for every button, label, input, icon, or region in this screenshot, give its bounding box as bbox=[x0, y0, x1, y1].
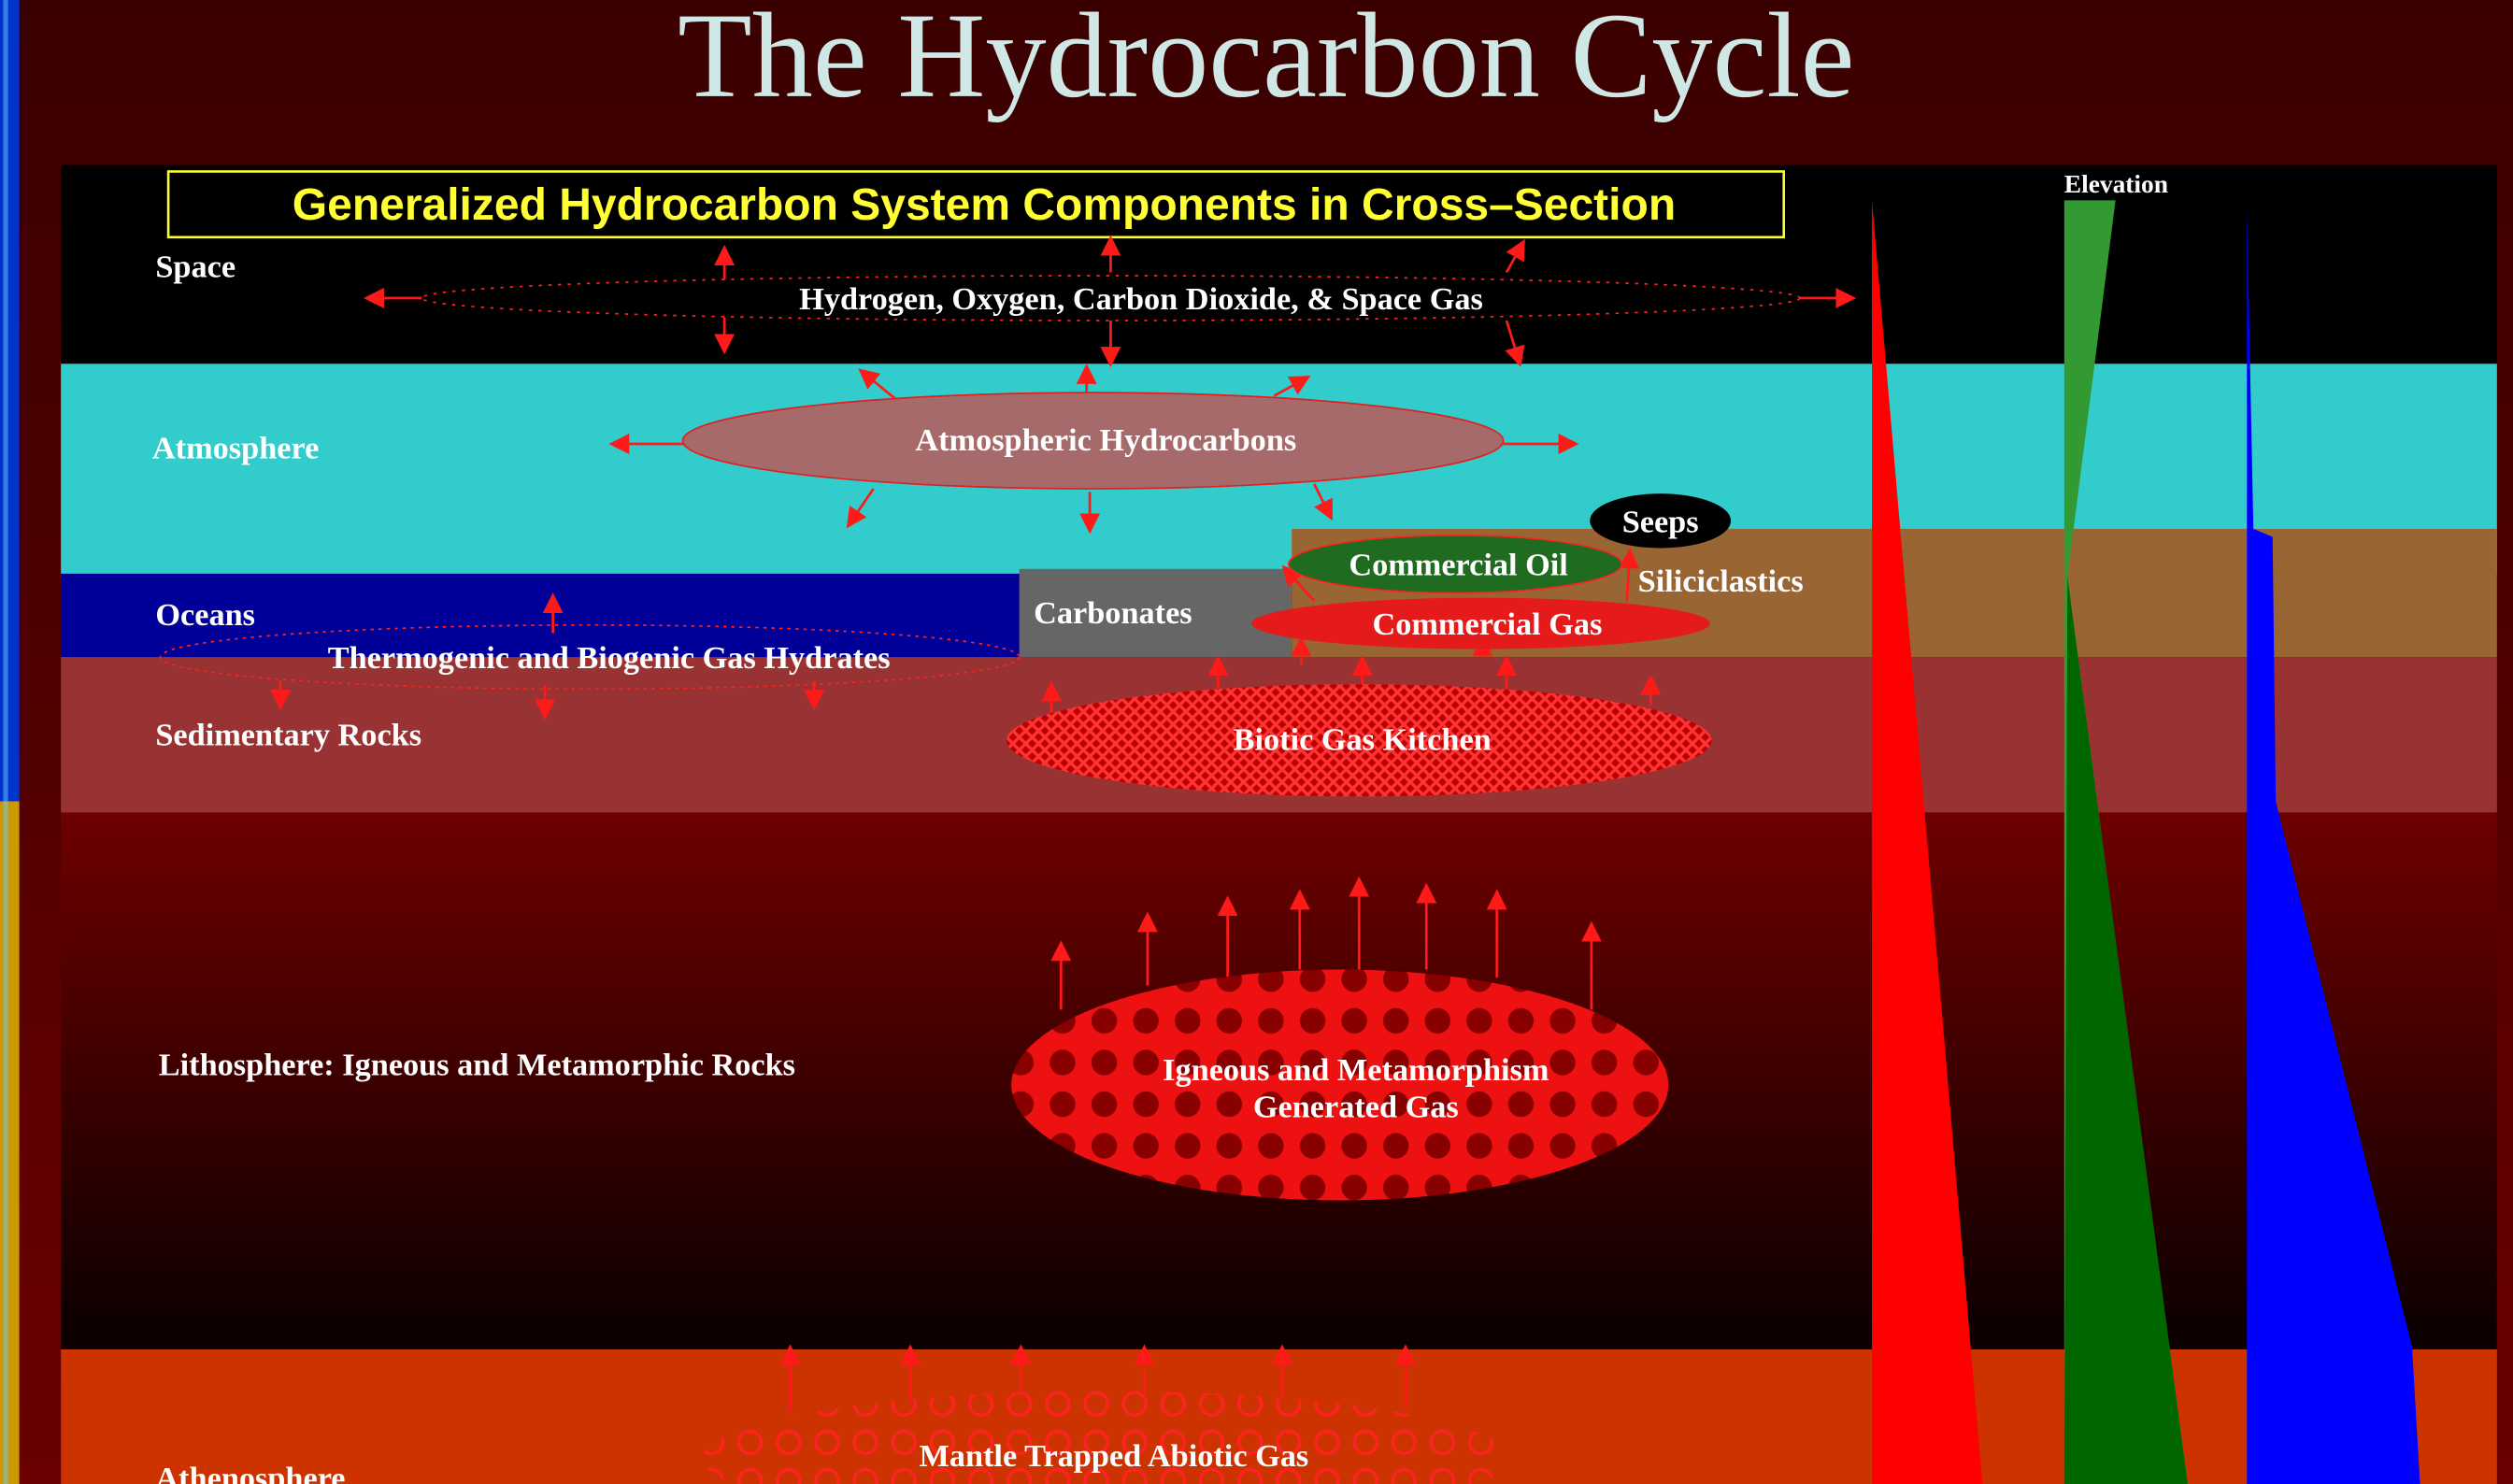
reservoir-label: Hydrogen, Oxygen, Carbon Dioxide, & Spac… bbox=[799, 281, 1483, 317]
reservoir-label: Commercial Gas bbox=[1372, 606, 1602, 642]
reservoir-label: Seeps bbox=[1622, 504, 1699, 539]
elevation-label: Elevation bbox=[2064, 170, 2168, 198]
layer-label: Siliciclastics bbox=[1638, 564, 1804, 599]
reservoir-label: Commercial Oil bbox=[1349, 548, 1568, 583]
page: {"header":{"title":"The Hydrocarbon Cycl… bbox=[0, 0, 2513, 1484]
layer-label: Lithosphere: Igneous and Metamorphic Roc… bbox=[159, 1048, 795, 1083]
reservoir-label: Mantle Trapped Abiotic Gas bbox=[919, 1438, 1308, 1474]
reservoir-label: Generated Gas bbox=[1253, 1089, 1459, 1124]
layer-label: Sedimentary Rocks bbox=[155, 717, 421, 752]
reservoir-label: Atmospheric Hydrocarbons bbox=[915, 422, 1296, 458]
subtitle: Generalized Hydrocarbon System Component… bbox=[293, 180, 1676, 230]
left-strip bbox=[0, 0, 20, 1484]
layer-label: Atmosphere bbox=[152, 430, 319, 465]
layer-label: Athenosphere bbox=[155, 1461, 345, 1484]
title: The Hydrocarbon Cycle bbox=[678, 0, 1854, 123]
layer-label: Carbonates bbox=[1034, 595, 1192, 631]
layer-label: Oceans bbox=[155, 597, 255, 633]
reservoir-label: Biotic Gas Kitchen bbox=[1234, 722, 1492, 758]
reservoir-label: Thermogenic and Biogenic Gas Hydrates bbox=[328, 640, 891, 676]
reservoir-label: Igneous and Metamorphism bbox=[1163, 1052, 1549, 1088]
layer-label: Space bbox=[155, 250, 236, 285]
diagram: The Hydrocarbon Cycle Elevation Generali… bbox=[0, 0, 2513, 1484]
